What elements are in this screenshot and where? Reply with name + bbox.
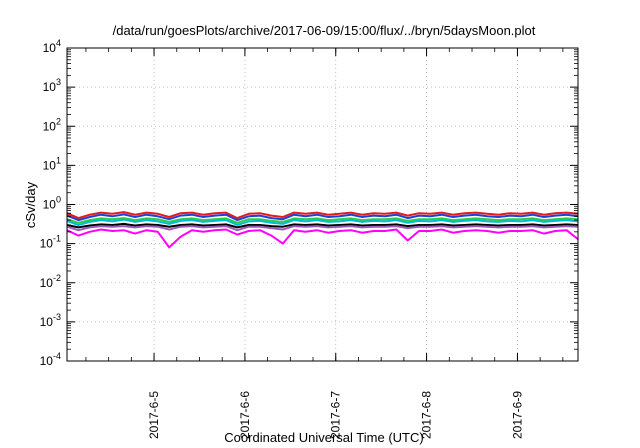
plot-area xyxy=(66,211,579,249)
series-line-1 xyxy=(66,213,579,222)
x-tick-label: 2017-6-8 xyxy=(420,391,434,439)
y-tick-label: 10-4 xyxy=(40,351,61,368)
series-line-0 xyxy=(66,211,579,220)
x-tick-label: 2017-6-5 xyxy=(147,391,161,439)
y-tick-label: 10-1 xyxy=(40,234,61,251)
x-tick-label: 2017-6-9 xyxy=(510,391,524,439)
y-tick-label: 10-2 xyxy=(40,273,61,290)
x-tick-label: 2017-6-6 xyxy=(238,391,252,439)
x-axis-label: Coordinated Universal Time (UTC) xyxy=(224,430,423,445)
series-line-4 xyxy=(66,222,579,229)
series-line-6 xyxy=(66,228,579,249)
y-tick-label: 101 xyxy=(43,155,61,172)
y-tick-label: 100 xyxy=(43,195,61,212)
x-axis: 2017-6-5 2017-6-6 2017-6-7 2017-6-8 2017-6-9 xyxy=(85,48,564,439)
y-tick-label: 10-3 xyxy=(40,312,61,329)
y-axis-label: cSv/day xyxy=(23,181,38,228)
x-tick-label: 2017-6-7 xyxy=(329,391,343,439)
grid xyxy=(67,48,578,361)
series-line-5 xyxy=(66,225,579,232)
chart-title: /data/run/goesPlots/archive/2017-06-09/1… xyxy=(113,23,536,38)
y-tick-label: 102 xyxy=(43,116,61,133)
y-axis: 10-4 10-3 10-2 10-1 100 101 102 103 104 xyxy=(40,38,578,368)
series-line-3 xyxy=(66,218,579,226)
series-line-2 xyxy=(66,217,579,224)
y-tick-label: 104 xyxy=(43,38,61,55)
y-tick-label: 103 xyxy=(43,77,61,94)
